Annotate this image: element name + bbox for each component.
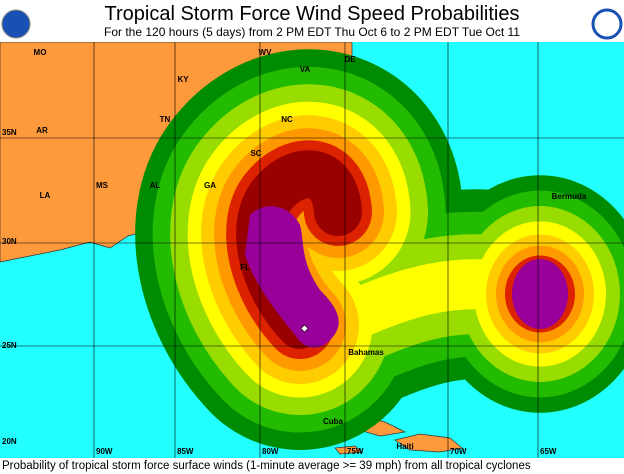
state-label: AR (36, 126, 48, 135)
state-label: GA (204, 181, 216, 190)
state-label: DE (344, 55, 356, 64)
lon-label: 85W (177, 447, 194, 456)
place-label: Cuba (323, 417, 344, 426)
hispaniola (394, 433, 463, 453)
state-label: VA (300, 65, 311, 74)
state-label: SC (250, 149, 261, 158)
jamaica (334, 445, 363, 455)
place-label: Haiti (396, 442, 413, 451)
state-label: FL (240, 263, 250, 272)
state-label: AL (150, 181, 161, 190)
graticule (0, 42, 624, 458)
state-label: MO (34, 48, 47, 57)
state-label: KY (177, 75, 189, 84)
noaa-logo (1, 9, 31, 39)
east-purple (512, 259, 568, 329)
lon-label: 90W (96, 447, 113, 456)
state-label: TN (160, 115, 171, 124)
lat-label: 25N (2, 341, 17, 350)
state-label: NC (281, 115, 293, 124)
lat-label: 35N (2, 128, 17, 137)
map (0, 42, 624, 458)
lat-label: 30N (2, 237, 17, 246)
state-label: WV (259, 48, 273, 57)
subtitle: For the 120 hours (5 days) from 2 PM EDT… (104, 25, 520, 39)
labels: MO WV KY VA DE AR TN NC SC MS AL GA LA FL Bermuda Baham… (2, 48, 587, 456)
state-label: MS (96, 181, 109, 190)
nws-logo (591, 8, 623, 40)
lon-label: 70W (450, 447, 467, 456)
storm-position (300, 324, 309, 333)
title: Tropical Storm Force Wind Speed Probabil… (105, 3, 520, 25)
lon-label: 65W (540, 447, 557, 456)
state-label: LA (40, 191, 51, 200)
florida-purple (245, 206, 339, 348)
lon-label: 75W (347, 447, 364, 456)
lat-label: 20N (2, 437, 17, 446)
place-label: Bahamas (348, 348, 384, 357)
footer: Probability of tropical storm force surf… (2, 460, 531, 472)
place-label: Bermuda (552, 192, 587, 201)
lon-label: 80W (262, 447, 279, 456)
